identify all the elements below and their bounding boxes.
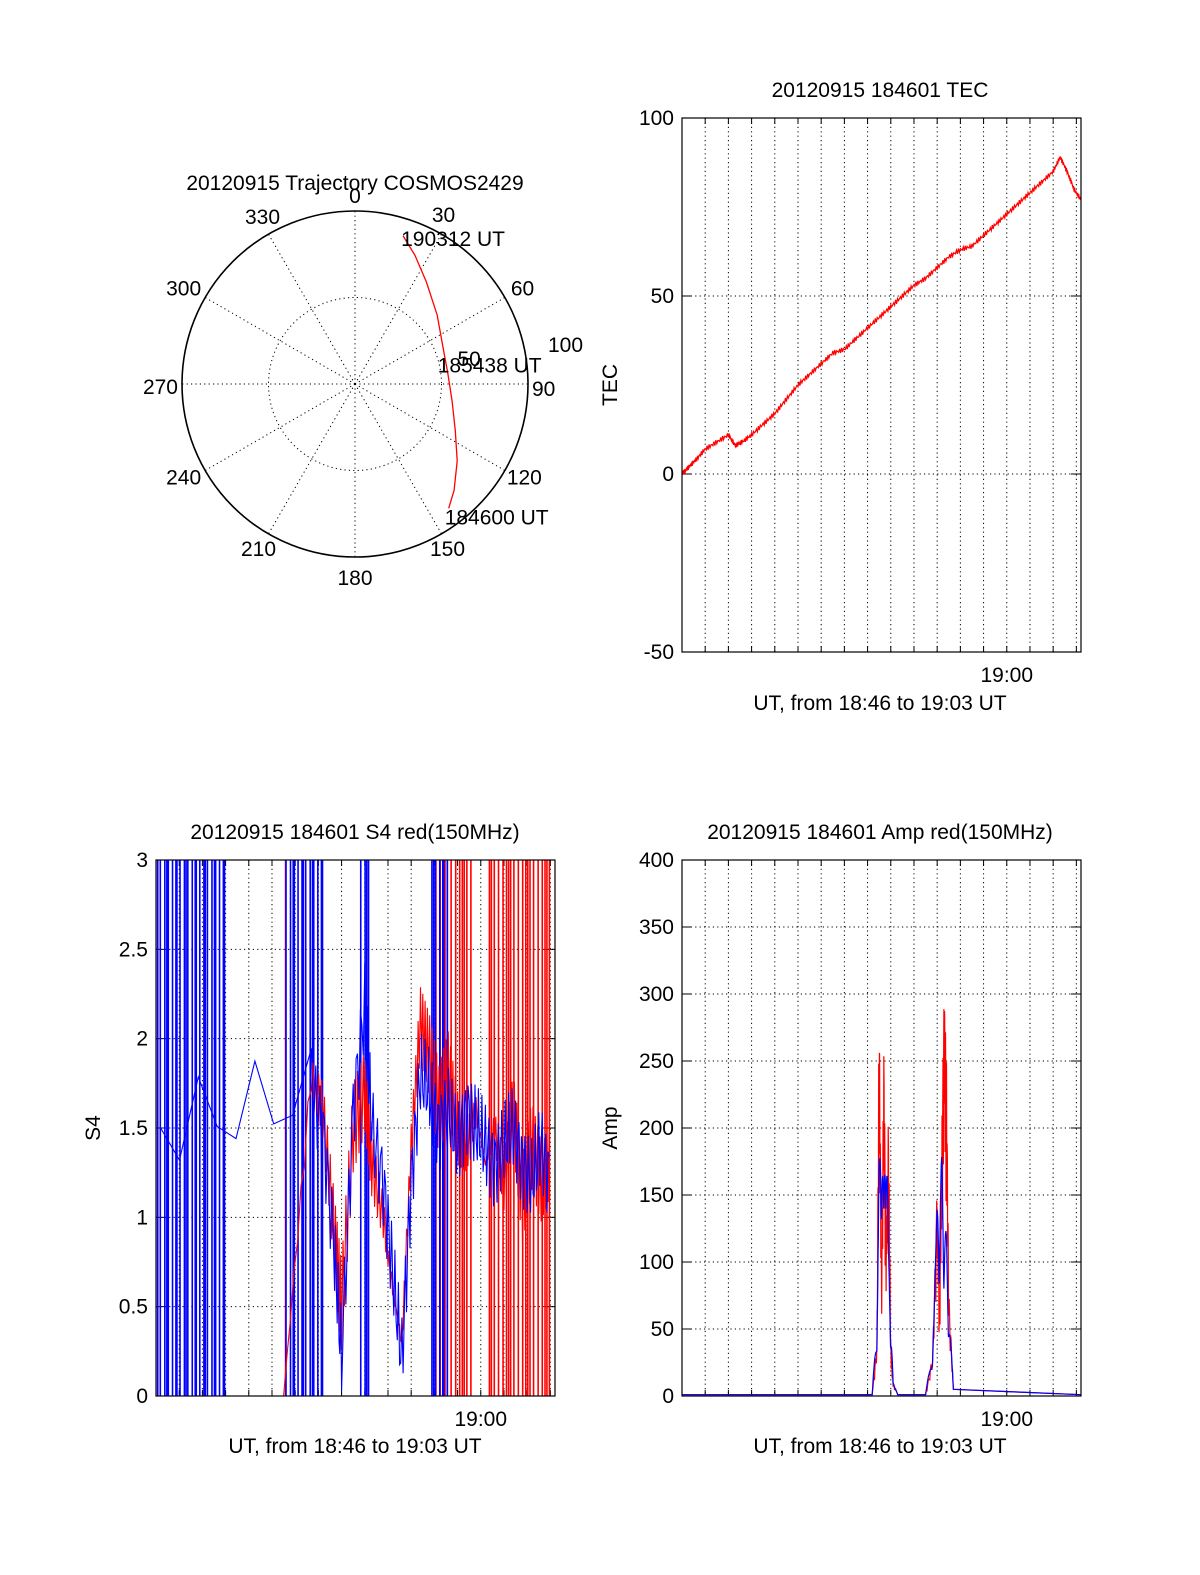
polar-azimuth-label: 0 bbox=[349, 185, 361, 208]
amp-ylabel: Amp bbox=[599, 1106, 622, 1149]
polar-azimuth-label: 30 bbox=[432, 204, 455, 227]
polar-azimuth-label: 180 bbox=[337, 567, 372, 590]
amp-panel: 20120915 184601 Amp red(150MHz) Amp UT, … bbox=[599, 821, 1082, 1458]
s4-ytick-label: 1 bbox=[136, 1206, 148, 1229]
tec-ytick-label: 0 bbox=[662, 463, 674, 486]
amp-ytick-label: 0 bbox=[662, 1385, 674, 1408]
s4-ytick-label: 2 bbox=[136, 1028, 148, 1051]
s4-title: 20120915 184601 S4 red(150MHz) bbox=[190, 821, 519, 844]
s4-ytick-label: 3 bbox=[136, 849, 148, 872]
amp-frame bbox=[681, 859, 1082, 1397]
polar-azimuth-label: 240 bbox=[166, 467, 201, 490]
tec-xtick-label: 19:00 bbox=[980, 664, 1033, 687]
tec-ytick-label: 100 bbox=[639, 107, 674, 130]
polar-azimuth-labels: 0 30 60 90 120 150 180 210 240 270 300 330 bbox=[143, 185, 555, 590]
polar-grid bbox=[181, 210, 529, 558]
amp-ytick-label: 250 bbox=[639, 1050, 674, 1073]
polar-spoke bbox=[354, 233, 442, 385]
tec-title: 20120915 184601 TEC bbox=[772, 79, 989, 102]
s4-xlabel: UT, from 18:46 to 19:03 UT bbox=[228, 1435, 481, 1458]
amp-series-group bbox=[682, 1009, 1081, 1396]
polar-azimuth-label: 210 bbox=[241, 538, 276, 561]
amp-ytick-label: 200 bbox=[639, 1117, 674, 1140]
trajectory-time-label: 184600 UT bbox=[445, 506, 549, 529]
trajectory-title: 20120915 Trajectory COSMOS2429 bbox=[186, 172, 523, 195]
polar-azimuth-label: 60 bbox=[511, 278, 534, 301]
trajectory-line bbox=[402, 235, 458, 509]
trajectory-polar-panel: 20120915 Trajectory COSMOS2429 0 30 60 90 12… bbox=[143, 172, 583, 590]
tec-series-line bbox=[682, 155, 1081, 475]
s4-xtick-label: 19:00 bbox=[454, 1408, 507, 1431]
s4-ytick-label: 0 bbox=[136, 1385, 148, 1408]
polar-spoke bbox=[204, 383, 356, 471]
s4-frame bbox=[155, 859, 556, 1397]
polar-inner-circle bbox=[268, 297, 442, 471]
trajectory-time-label: 185438 UT bbox=[438, 355, 542, 378]
amp-xtick-label: 19:00 bbox=[980, 1408, 1033, 1431]
trajectory-time-label: 190312 UT bbox=[401, 228, 505, 251]
polar-radial-labels: 50 100 bbox=[458, 334, 584, 371]
tec-ytick-label: 50 bbox=[651, 285, 674, 308]
polar-azimuth-label: 90 bbox=[532, 378, 555, 401]
amp-title: 20120915 184601 Amp red(150MHz) bbox=[707, 821, 1053, 844]
polar-azimuth-label: 150 bbox=[430, 538, 465, 561]
s4-ytick-label: 0.5 bbox=[119, 1296, 148, 1319]
polar-spoke bbox=[354, 383, 506, 471]
tec-panel: 20120915 184601 TEC TEC UT, from 18:46 t… bbox=[599, 79, 1082, 715]
tec-xlabel: UT, from 18:46 to 19:03 UT bbox=[753, 692, 1006, 715]
s4-series-group bbox=[156, 860, 551, 1396]
polar-radial-label: 50 bbox=[458, 348, 481, 371]
amp-ytick-label: 300 bbox=[639, 983, 674, 1006]
polar-spoke bbox=[204, 297, 356, 385]
polar-outer-circle bbox=[181, 210, 529, 558]
amp-ytick-label: 400 bbox=[639, 849, 674, 872]
amp-xlabel: UT, from 18:46 to 19:03 UT bbox=[753, 1435, 1006, 1458]
polar-azimuth-label: 120 bbox=[507, 467, 542, 490]
tec-ytick-label: -50 bbox=[644, 641, 674, 664]
trajectory-series bbox=[402, 235, 458, 509]
amp-ytick-label: 150 bbox=[639, 1184, 674, 1207]
s4-plot-area: 0 0.5 1 1.5 2 2.5 3 19:00 bbox=[119, 849, 556, 1431]
s4-panel: 20120915 184601 S4 red(150MHz) S4 UT, fr… bbox=[82, 821, 556, 1458]
amp-plot-area: 0 50 100 150 200 250 300 350 400 19:00 bbox=[639, 849, 1082, 1431]
s4-ytick-label: 1.5 bbox=[119, 1117, 148, 1140]
tec-plot-area: -50 0 50 100 19:00 bbox=[639, 107, 1082, 687]
polar-azimuth-label: 330 bbox=[245, 206, 280, 229]
trajectory-annotations: 190312 UT 185438 UT 184600 UT bbox=[401, 228, 549, 529]
s4-series-line bbox=[160, 962, 550, 1391]
amp-ytick-label: 50 bbox=[651, 1318, 674, 1341]
tec-series-group bbox=[682, 155, 1081, 475]
polar-spoke bbox=[354, 383, 442, 535]
tec-frame bbox=[681, 117, 1082, 653]
tec-ylabel: TEC bbox=[599, 364, 622, 406]
amp-ytick-label: 100 bbox=[639, 1251, 674, 1274]
s4-ytick-label: 2.5 bbox=[119, 938, 148, 961]
polar-azimuth-label: 300 bbox=[166, 278, 201, 301]
s4-ylabel: S4 bbox=[82, 1115, 105, 1141]
polar-azimuth-label: 270 bbox=[143, 376, 178, 399]
polar-radial-label: 100 bbox=[548, 334, 583, 357]
amp-ytick-label: 350 bbox=[639, 916, 674, 939]
amp-series-line bbox=[682, 1156, 1081, 1396]
